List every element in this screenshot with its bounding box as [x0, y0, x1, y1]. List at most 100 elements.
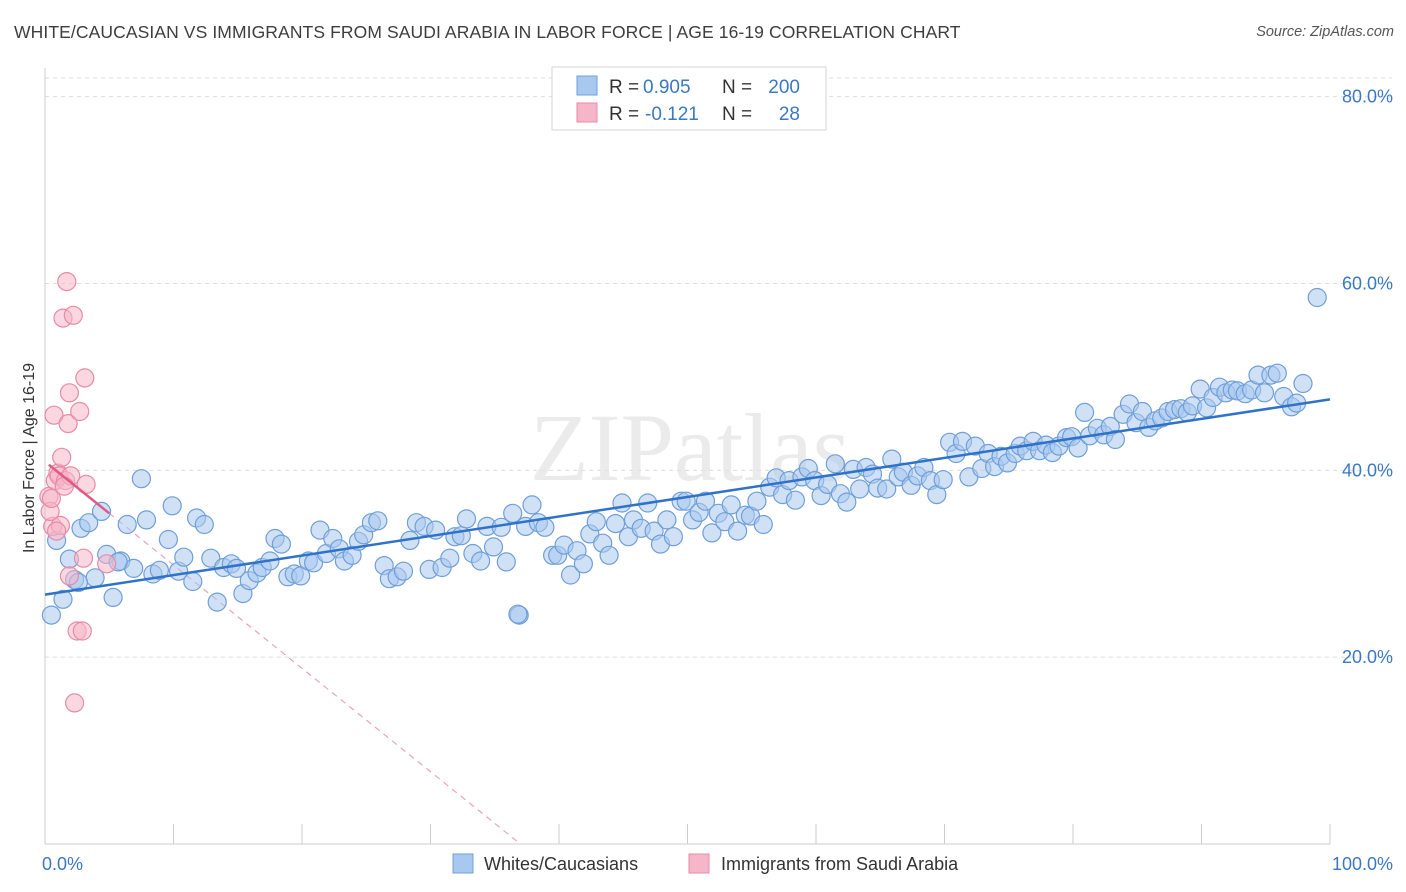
whites-point	[103, 587, 123, 608]
whites-point	[440, 548, 460, 568]
y-tick-label: 40.0%	[1342, 460, 1393, 480]
saudi-point	[72, 621, 92, 641]
whites-point	[136, 510, 157, 530]
whites-point	[508, 604, 528, 624]
saudi-point	[75, 368, 95, 388]
legend-r-value-1: 0.905	[643, 77, 691, 98]
stats-legend: R = 0.905 N = 200 R = -0.121 N = 28	[551, 66, 827, 131]
saudi-point	[41, 488, 62, 508]
bottom-legend-label-1: Whites/Caucasians	[484, 854, 638, 874]
legend-swatch-blue	[576, 75, 598, 96]
legend-r-label-1: R =	[609, 77, 639, 98]
whites-point	[933, 470, 953, 490]
whites-point	[393, 561, 414, 581]
whites-point	[560, 565, 581, 585]
x-tick-label: 100.0%	[1332, 854, 1393, 874]
saudi-trend-line	[48, 463, 111, 515]
whites-point	[882, 449, 902, 469]
whites-point	[496, 552, 516, 572]
whites-point	[1105, 429, 1126, 450]
whites-point	[586, 512, 606, 532]
whites-point	[471, 551, 491, 571]
whites-point	[53, 589, 73, 609]
source-credit: Source: ZipAtlas.com	[1256, 24, 1394, 40]
whites-point	[612, 493, 632, 513]
whites-point	[41, 605, 62, 625]
series-legend: Whites/Caucasians Immigrants from Saudi …	[452, 853, 959, 874]
legend-r-value-2: -0.121	[645, 104, 699, 125]
saudi-point	[70, 401, 90, 422]
legend-n-value-2: 28	[779, 104, 800, 125]
grid-lines	[45, 77, 1392, 658]
bottom-legend-swatch-blue	[452, 853, 474, 874]
legend-n-label-2: N =	[722, 104, 752, 125]
axes	[44, 68, 1331, 845]
whites-point	[79, 513, 99, 533]
saudi-point	[73, 548, 94, 568]
saudi-point	[44, 405, 64, 425]
saudi-point	[59, 383, 80, 403]
whites-trend-line	[44, 398, 1331, 596]
bottom-legend-label-2: Immigrants from Saudi Arabia	[721, 854, 959, 874]
legend-n-label-1: N =	[722, 77, 752, 98]
legend-r-label-2: R =	[609, 104, 639, 125]
series-whites-points	[41, 287, 1327, 625]
whites-point	[1267, 363, 1287, 383]
legend-n-value-1: 200	[768, 77, 800, 98]
whites-point	[727, 521, 748, 541]
whites-point	[715, 512, 735, 532]
chart-title: WHITE/CAUCASIAN VS IMMIGRANTS FROM SAUDI…	[14, 22, 961, 42]
whites-point	[194, 514, 214, 535]
whites-point	[1074, 402, 1095, 422]
whites-point	[174, 547, 194, 567]
whites-point	[877, 479, 897, 499]
whites-point	[1307, 287, 1327, 308]
x-tick-label: 0.0%	[42, 854, 83, 874]
whites-point	[162, 496, 182, 516]
saudi-point	[59, 566, 80, 586]
whites-point	[483, 537, 504, 557]
whites-point	[1254, 383, 1275, 403]
saudi-point	[57, 272, 77, 292]
saudi-point	[52, 447, 72, 467]
whites-point	[158, 529, 178, 550]
whites-point	[785, 490, 806, 510]
tick-labels: 20.0% 40.0% 60.0% 80.0% 0.0% 100.0%	[42, 87, 1393, 874]
whites-point	[368, 511, 388, 531]
whites-point	[149, 560, 169, 580]
whites-point	[271, 534, 291, 554]
whites-point	[837, 492, 857, 512]
bottom-legend-swatch-pink	[688, 853, 710, 874]
whites-point	[131, 469, 151, 489]
y-tick-label: 20.0%	[1342, 647, 1393, 667]
y-tick-label: 80.0%	[1342, 87, 1393, 107]
whites-point	[456, 509, 477, 529]
whites-point	[605, 513, 626, 534]
whites-point	[657, 510, 677, 530]
legend-swatch-pink	[576, 102, 598, 123]
y-axis-label: In Labor Force | Age 16-19	[21, 363, 38, 553]
whites-point	[291, 566, 311, 586]
saudi-point	[58, 414, 78, 434]
saudi-point	[97, 554, 117, 574]
whites-point	[850, 479, 870, 499]
whites-point	[695, 491, 716, 511]
whites-point	[207, 592, 227, 612]
whites-point	[183, 571, 203, 592]
whites-point	[753, 514, 773, 535]
whites-point	[117, 514, 137, 535]
whites-point	[522, 495, 542, 515]
whites-point	[747, 491, 767, 511]
saudi-point	[54, 476, 74, 496]
whites-point	[1068, 438, 1088, 458]
whites-point	[573, 554, 594, 574]
series-saudi-points	[39, 272, 117, 713]
whites-point	[1293, 373, 1313, 394]
whites-point	[599, 545, 619, 565]
whites-point	[663, 527, 684, 547]
whites-point	[721, 495, 741, 515]
whites-point	[535, 517, 555, 537]
whites-point	[702, 523, 722, 543]
whites-point	[825, 454, 845, 474]
